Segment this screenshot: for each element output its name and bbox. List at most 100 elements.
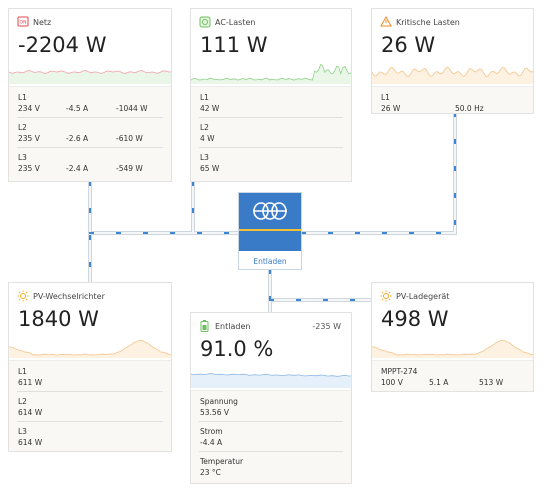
row-value: 234 V — [18, 104, 40, 113]
sparkline — [9, 70, 171, 84]
tile-details: L1 611 W L2 614 W L3 614 W — [9, 360, 171, 451]
row-label: L1 — [18, 367, 27, 376]
sparkline-line — [9, 339, 171, 356]
tile-details: MPPT-274 100 V 5.1 A 513 W — [372, 360, 533, 391]
tile-details: Spannung 53.56 V Strom -4.4 A Temperatur 23 °… — [191, 390, 351, 483]
tile-value: 26 W — [381, 33, 436, 57]
tile-value: 1840 W — [18, 307, 99, 331]
tile-icon — [200, 320, 209, 332]
sparkline — [191, 373, 351, 388]
row-label: L2 — [18, 397, 27, 406]
row-value: -2.6 A — [66, 134, 89, 143]
row-label: L1 — [200, 93, 209, 102]
row-separator — [17, 421, 163, 422]
logo-stripe — [239, 229, 301, 231]
row-label: L3 — [18, 427, 27, 436]
sparkline-line — [372, 339, 533, 356]
row-value: 50.0 Hz — [455, 104, 484, 113]
row-label: MPPT-274 — [381, 367, 418, 376]
row-separator — [199, 147, 343, 148]
sparkline-area — [9, 70, 171, 84]
row-separator — [17, 391, 163, 392]
sparkline — [372, 339, 533, 358]
row-value: 4 W — [200, 134, 215, 143]
sparkline-area — [191, 64, 351, 84]
tile-value: -2204 W — [18, 33, 107, 57]
tile-icon — [199, 16, 211, 28]
row-label: L1 — [18, 93, 27, 102]
sparkline — [9, 339, 171, 358]
row-label: L2 — [200, 123, 209, 132]
logo-bg — [239, 193, 301, 251]
tile-title-right: -235 W — [312, 322, 341, 331]
tile-value: 111 W — [200, 33, 268, 57]
sparkline — [191, 64, 351, 84]
row-separator — [199, 451, 343, 452]
sparkline-line — [191, 373, 351, 377]
row-label: Spannung — [200, 397, 238, 406]
row-separator — [199, 421, 343, 422]
sparkline — [372, 66, 533, 84]
row-value: 42 W — [200, 104, 220, 113]
sparkline-area — [372, 340, 533, 358]
row-label: L3 — [200, 153, 209, 162]
tile[interactable]: PV-Wechselrichter 1840 W L1 611 W L2 614 W L3 6… — [8, 282, 172, 452]
sparkline-line — [191, 64, 351, 81]
row-label: L3 — [18, 153, 27, 162]
inverter-state: Entladen — [253, 257, 287, 266]
row-value: 23 °C — [200, 468, 221, 477]
row-value: 26 W — [381, 104, 401, 113]
tile-value: 91.0 % — [200, 337, 274, 361]
row-value: 53.56 V — [200, 408, 229, 417]
sparkline-line — [9, 70, 171, 74]
tile[interactable]: AC-Lasten 111 W L1 42 W L2 4 W L3 65 W — [190, 8, 352, 182]
row-separator — [17, 147, 163, 148]
tile-title: Kritische Lasten — [396, 18, 460, 27]
row-label: L2 — [18, 123, 27, 132]
wire-flow — [89, 113, 456, 313]
tile[interactable]: PV-Ladegerät 498 W MPPT-274 100 V 5.1 A 513 W — [371, 282, 534, 392]
row-value: -549 W — [116, 164, 143, 173]
row-value: 611 W — [18, 378, 43, 387]
tile[interactable]: Entladen -235 W 91.0 % Spannung 53.56 V Strom… — [190, 312, 352, 484]
tile-title: Entladen — [215, 322, 251, 331]
row-label: L1 — [381, 93, 390, 102]
row-value: 614 W — [18, 408, 43, 417]
tile-title: PV-Ladegerät — [396, 292, 450, 301]
tile-value: 498 W — [381, 307, 449, 331]
row-separator — [199, 117, 343, 118]
row-value: -1044 W — [116, 104, 148, 113]
tile[interactable]: ON Netz -2204 W L1 234 V -4.5 A -1044 W L2 235 V… — [8, 8, 172, 182]
wire-group — [88, 112, 457, 314]
sparkline-area — [372, 67, 533, 84]
logo-mark — [253, 202, 287, 220]
row-value: 235 V — [18, 164, 40, 173]
row-value: -4.5 A — [66, 104, 89, 113]
tile-title: Netz — [33, 18, 52, 27]
row-value: 65 W — [200, 164, 220, 173]
tile-details: L1 42 W L2 4 W L3 65 W — [191, 86, 351, 181]
sparkline-area — [9, 340, 171, 358]
row-value: 235 V — [18, 134, 40, 143]
row-label: Temperatur — [200, 457, 244, 466]
tile-details: L1 234 V -4.5 A -1044 W L2 235 V -2.6 A -610 W L… — [9, 86, 171, 181]
tile[interactable]: Kritische Lasten 26 W L1 26 W 50.0 Hz — [371, 8, 534, 114]
sparkline-area — [191, 373, 351, 388]
tile-title: AC-Lasten — [215, 18, 256, 27]
tile-title: PV-Wechselrichter — [33, 292, 105, 301]
tile-icon — [380, 16, 392, 27]
row-value: 614 W — [18, 438, 43, 447]
row-value: 100 V — [381, 378, 403, 387]
svg-text:ON: ON — [20, 20, 27, 26]
row-separator — [17, 117, 163, 118]
inverter[interactable]: Entladen — [238, 192, 302, 270]
tile-icon — [17, 290, 29, 302]
row-value: -610 W — [116, 134, 143, 143]
sparkline-line — [372, 66, 533, 78]
tile-details: L1 26 W 50.0 Hz — [372, 86, 533, 113]
inverter-logo — [239, 193, 301, 251]
row-value: -4.4 A — [200, 438, 223, 447]
tile-icon: ON — [17, 16, 29, 27]
